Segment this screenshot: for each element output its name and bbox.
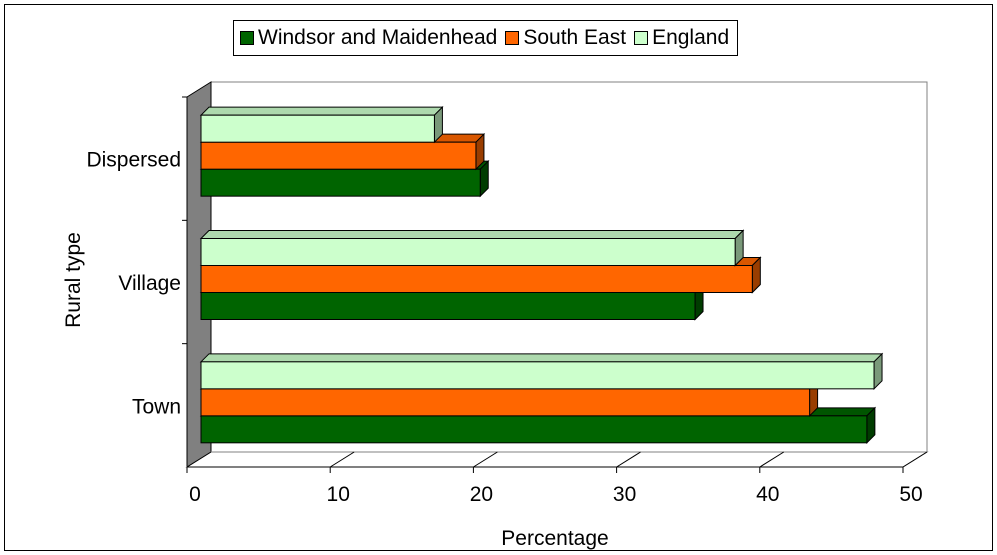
legend-swatch-england bbox=[634, 31, 649, 45]
bar bbox=[200, 265, 753, 293]
legend-swatch-windsor bbox=[240, 31, 254, 45]
bar bbox=[200, 292, 696, 320]
bar-top-face bbox=[199, 353, 884, 363]
bar-top-face bbox=[199, 230, 745, 239]
floor-gridline bbox=[759, 451, 785, 468]
bar bbox=[200, 238, 736, 266]
legend-item-south-east: South East bbox=[505, 26, 626, 50]
y-tick-label: Village bbox=[118, 272, 181, 295]
floor-gridline bbox=[186, 451, 212, 468]
floor-gridline bbox=[902, 451, 928, 468]
chart-frame bbox=[4, 4, 993, 551]
x-tick-label: 40 bbox=[756, 483, 779, 506]
floor-gridline bbox=[329, 451, 355, 468]
x-tick-label: 30 bbox=[613, 483, 636, 506]
floor-gridline bbox=[473, 451, 498, 468]
bar bbox=[200, 388, 811, 417]
floor bbox=[185, 451, 929, 468]
chart-legend: Windsor and Maidenhead South East Englan… bbox=[233, 20, 739, 56]
x-tick-label: 20 bbox=[470, 483, 493, 506]
bars bbox=[199, 105, 884, 445]
bar bbox=[200, 361, 875, 390]
x-tick-label: 50 bbox=[899, 483, 922, 506]
legend-label-england: England bbox=[652, 26, 730, 49]
bar-top-face bbox=[199, 106, 444, 116]
legend-item-windsor: Windsor and Maidenhead bbox=[240, 26, 497, 50]
bar bbox=[200, 415, 868, 444]
x-axis-title: Percentage bbox=[501, 527, 608, 550]
x-tick-label: 10 bbox=[327, 483, 350, 506]
legend-item-england: England bbox=[634, 26, 729, 50]
y-axis-title: Rural type bbox=[62, 232, 85, 328]
legend-label-south-east: South East bbox=[523, 26, 627, 49]
bar bbox=[200, 168, 481, 197]
tick-labels: 0 10 20 30 40 50 Town Village Dispersed bbox=[86, 96, 928, 506]
legend-label-windsor: Windsor and Maidenhead bbox=[258, 26, 498, 49]
floor-gridline bbox=[616, 451, 641, 468]
y-tick-label: Dispersed bbox=[86, 149, 181, 172]
bar bbox=[200, 141, 477, 170]
legend-swatch-south-east bbox=[505, 31, 520, 45]
x-tick-label: 0 bbox=[189, 483, 201, 506]
y-tick-label: Town bbox=[132, 395, 181, 418]
bar bbox=[200, 114, 435, 143]
